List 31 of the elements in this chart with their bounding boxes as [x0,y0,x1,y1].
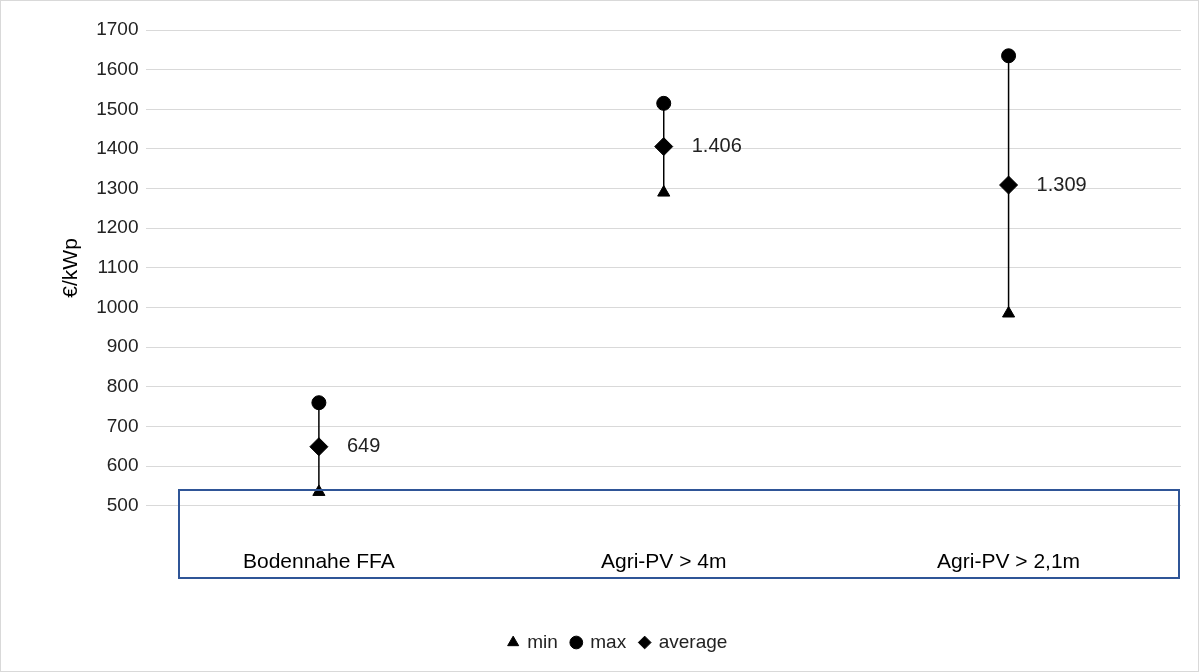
x-tick-label: Agri-PV > 2,1m [937,549,1081,573]
y-tick-label: 800 [106,375,139,397]
legend-label: min [527,630,558,652]
y-axis-title: €/kWp [58,238,82,298]
y-tick-label: 1000 [96,295,139,317]
x-tick-label: Bodennahe FFA [243,549,395,573]
point [1002,306,1016,318]
legend-label: max [590,630,627,652]
point [999,175,1019,195]
y-tick-label: 1100 [97,256,139,278]
point [654,137,674,157]
point [1001,48,1017,64]
y-tick-label: 700 [106,414,139,436]
y-tick-label: 1500 [96,97,139,119]
y-tick-label: 1300 [96,176,139,198]
point [309,437,329,457]
data-label: 1.309 [1036,172,1087,195]
y-tick-label: 1600 [96,57,139,79]
data-label: 1.406 [691,134,742,157]
y-tick-label: 1700 [96,18,139,40]
y-tick-label: 600 [106,454,139,476]
legend-label: average [658,630,728,652]
data-label: 649 [346,434,381,457]
point [311,395,327,411]
point [657,185,671,197]
y-tick-label: 900 [106,335,139,357]
point [656,95,672,111]
y-tick-label: 1400 [96,137,139,159]
x-tick-label: Agri-PV > 4m [601,549,727,573]
y-tick-label: 500 [106,494,139,516]
y-tick-label: 1200 [96,216,139,238]
